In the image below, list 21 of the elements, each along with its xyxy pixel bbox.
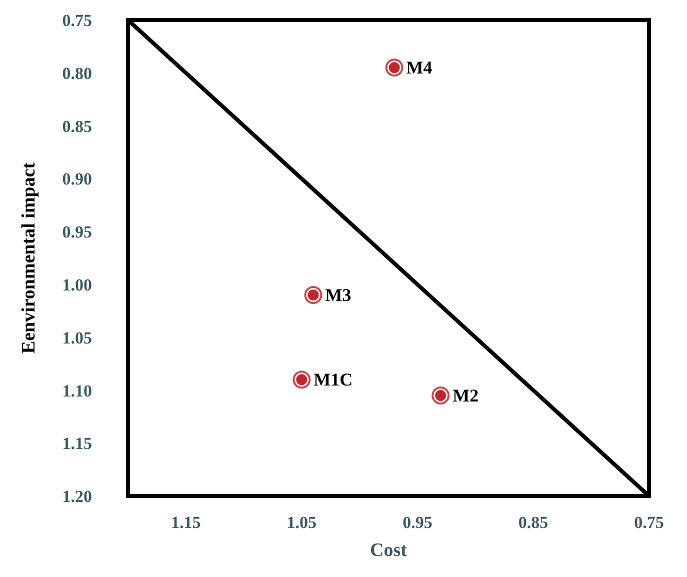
y-tick-label: 0.85 — [62, 116, 92, 136]
y-tick-label: 0.95 — [62, 222, 92, 242]
x-tick-label: 0.95 — [402, 513, 432, 532]
y-tick-label: 1.20 — [62, 487, 92, 506]
y-tick-label: 1.15 — [62, 434, 92, 454]
y-tick-label: 0.75 — [62, 11, 92, 30]
series-label: M1C — [314, 370, 353, 390]
y-tick-label: 1.10 — [62, 381, 92, 400]
y-axis-title: Eenvironmental impact — [18, 162, 40, 354]
y-tick-label: 1.00 — [62, 275, 92, 294]
series-label: M4 — [406, 58, 432, 78]
series-label: M2 — [452, 386, 479, 406]
x-tick-label: 0.85 — [518, 513, 548, 532]
series-label: M3 — [325, 285, 352, 306]
x-axis-title: Cost — [370, 540, 408, 561]
y-tick-label: 0.90 — [62, 170, 92, 189]
y-tick-label: 1.05 — [62, 328, 92, 348]
x-tick-label: 0.75 — [634, 513, 664, 532]
x-tick-label: 1.05 — [286, 513, 317, 532]
y-tick-label: 0.80 — [62, 64, 92, 83]
x-tick-label: 1.15 — [171, 513, 201, 532]
